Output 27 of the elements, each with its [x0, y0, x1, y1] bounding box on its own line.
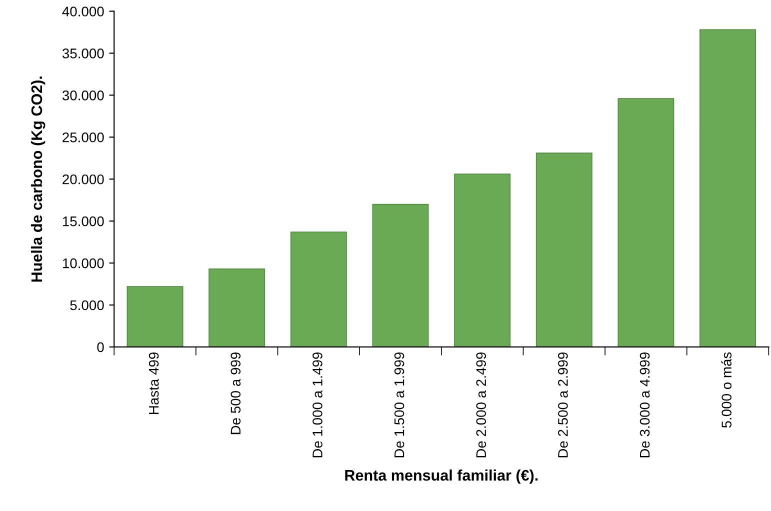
y-tick-label: 5.000	[70, 300, 104, 310]
x-tick-label: De 2.000 a 2.499	[476, 352, 486, 458]
y-tick-label: 30.000	[62, 90, 104, 100]
x-tick-label: De 500 a 999	[230, 352, 241, 434]
y-tick-label: 25.000	[62, 132, 104, 142]
bar	[208, 268, 266, 347]
x-axis-title: Renta mensual familiar (€).	[345, 470, 538, 484]
bar	[372, 204, 429, 347]
x-tick-label: Hasta 499	[148, 352, 159, 414]
bar	[126, 286, 184, 347]
bar	[536, 152, 592, 347]
y-tick-label: 20.000	[62, 174, 104, 184]
y-tick-label: 10.000	[62, 258, 104, 268]
y-tick-label: 15.000	[62, 216, 104, 226]
bar	[618, 98, 674, 347]
x-tick-label: 5.000 o más	[721, 352, 732, 428]
x-tick-label: De 2.500 a 2.999	[558, 352, 568, 458]
bar	[454, 174, 511, 347]
x-tick-label: De 3.000 a 4.999	[640, 352, 650, 458]
bar	[700, 29, 756, 347]
x-tick-label: De 1.000 a 1.499	[312, 352, 322, 458]
y-tick-label: 0	[97, 342, 104, 352]
y-axis-title: Huella de carbono (Kg CO2).	[30, 76, 46, 282]
y-tick-label: 40.000	[62, 6, 104, 16]
bar	[290, 232, 347, 347]
x-tick-label: De 1.500 a 1.999	[394, 352, 404, 458]
y-tick-label: 35.000	[62, 48, 104, 58]
